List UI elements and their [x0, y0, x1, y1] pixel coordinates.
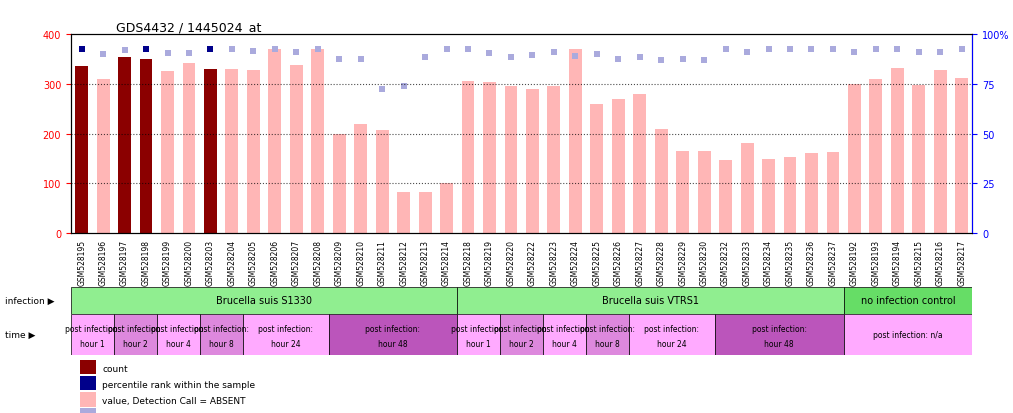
FancyBboxPatch shape: [587, 314, 629, 355]
FancyBboxPatch shape: [328, 314, 457, 355]
Bar: [654, 129, 668, 233]
Bar: [80, 408, 96, 413]
Text: post infection:: post infection:: [580, 324, 635, 333]
Bar: [890, 69, 904, 233]
Text: post infection:: post infection:: [366, 324, 420, 333]
FancyBboxPatch shape: [844, 314, 972, 355]
Bar: [805, 154, 817, 233]
Text: hour 4: hour 4: [552, 339, 577, 348]
Bar: [762, 160, 775, 233]
Bar: [462, 82, 474, 233]
Text: percentile rank within the sample: percentile rank within the sample: [102, 380, 255, 389]
Bar: [784, 157, 796, 233]
FancyBboxPatch shape: [243, 314, 328, 355]
Bar: [848, 85, 861, 233]
Bar: [547, 87, 560, 233]
Text: count: count: [102, 364, 128, 373]
Text: GDS4432 / 1445024_at: GDS4432 / 1445024_at: [115, 21, 261, 34]
FancyBboxPatch shape: [71, 287, 457, 314]
Text: value, Detection Call = ABSENT: value, Detection Call = ABSENT: [102, 396, 246, 405]
Bar: [913, 85, 925, 233]
Text: hour 8: hour 8: [596, 339, 620, 348]
Bar: [677, 152, 689, 233]
Bar: [376, 130, 389, 233]
Bar: [483, 83, 496, 233]
Text: time ▶: time ▶: [5, 330, 35, 339]
Text: hour 2: hour 2: [123, 339, 148, 348]
Bar: [633, 95, 646, 233]
Text: no infection control: no infection control: [861, 295, 955, 306]
Bar: [827, 152, 840, 233]
Bar: [934, 71, 947, 233]
Bar: [569, 50, 581, 233]
Bar: [204, 70, 217, 233]
Bar: [96, 80, 109, 233]
Bar: [698, 152, 710, 233]
Text: hour 1: hour 1: [80, 339, 104, 348]
Bar: [526, 90, 539, 233]
Text: hour 8: hour 8: [209, 339, 234, 348]
Bar: [80, 392, 96, 407]
Text: post infection:: post infection:: [451, 324, 506, 333]
FancyBboxPatch shape: [844, 287, 972, 314]
Text: hour 24: hour 24: [657, 339, 687, 348]
FancyBboxPatch shape: [629, 314, 715, 355]
Bar: [247, 71, 259, 233]
Text: post infection:: post infection:: [65, 324, 120, 333]
FancyBboxPatch shape: [200, 314, 243, 355]
Bar: [140, 60, 153, 233]
Text: post infection:: post infection:: [258, 324, 313, 333]
FancyBboxPatch shape: [715, 314, 844, 355]
Bar: [418, 192, 432, 233]
Bar: [119, 57, 131, 233]
Bar: [440, 184, 453, 233]
Text: hour 1: hour 1: [466, 339, 491, 348]
Bar: [504, 87, 518, 233]
Bar: [290, 66, 303, 233]
Bar: [719, 161, 732, 233]
Bar: [80, 360, 96, 374]
Bar: [355, 124, 367, 233]
Text: post infection:: post infection:: [644, 324, 699, 333]
Bar: [80, 376, 96, 390]
Bar: [955, 79, 968, 233]
Bar: [75, 67, 88, 233]
Bar: [612, 100, 625, 233]
Text: post infection:: post infection:: [494, 324, 549, 333]
FancyBboxPatch shape: [500, 314, 543, 355]
Text: post infection: n/a: post infection: n/a: [873, 330, 943, 339]
Text: infection ▶: infection ▶: [5, 296, 55, 305]
Bar: [311, 50, 324, 233]
FancyBboxPatch shape: [543, 314, 587, 355]
Text: hour 48: hour 48: [765, 339, 794, 348]
Bar: [226, 70, 238, 233]
Text: post infection:: post infection:: [193, 324, 248, 333]
Text: post infection:: post infection:: [537, 324, 593, 333]
Bar: [397, 192, 410, 233]
Bar: [333, 134, 345, 233]
FancyBboxPatch shape: [113, 314, 157, 355]
Text: hour 24: hour 24: [270, 339, 301, 348]
Text: Brucella suis VTRS1: Brucella suis VTRS1: [602, 295, 699, 306]
Bar: [741, 144, 754, 233]
Text: post infection:: post infection:: [752, 324, 806, 333]
Text: post infection:: post infection:: [107, 324, 163, 333]
Text: Brucella suis S1330: Brucella suis S1330: [216, 295, 312, 306]
Bar: [161, 72, 174, 233]
FancyBboxPatch shape: [457, 287, 844, 314]
Bar: [591, 104, 604, 233]
FancyBboxPatch shape: [71, 314, 113, 355]
FancyBboxPatch shape: [157, 314, 200, 355]
Text: hour 48: hour 48: [378, 339, 407, 348]
FancyBboxPatch shape: [457, 314, 500, 355]
Bar: [869, 80, 882, 233]
Bar: [268, 50, 282, 233]
Text: hour 2: hour 2: [510, 339, 534, 348]
Bar: [182, 63, 196, 233]
Text: hour 4: hour 4: [166, 339, 190, 348]
Text: post infection:: post infection:: [151, 324, 206, 333]
